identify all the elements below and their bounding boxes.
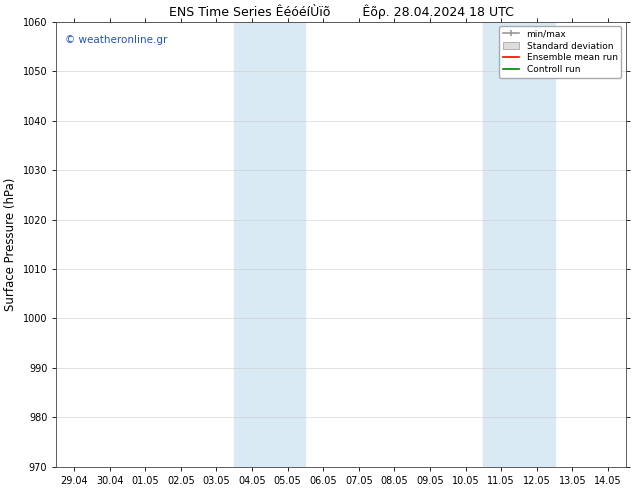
Bar	[483, 22, 555, 467]
Title: ENS Time Series ÊéóéíÙïõ        Êõρ. 28.04.2024 18 UTC: ENS Time Series ÊéóéíÙïõ Êõρ. 28.04.2024…	[169, 4, 514, 19]
Y-axis label: Surface Pressure (hPa): Surface Pressure (hPa)	[4, 177, 17, 311]
Legend: min/max, Standard deviation, Ensemble mean run, Controll run: min/max, Standard deviation, Ensemble me…	[500, 26, 621, 77]
Text: © weatheronline.gr: © weatheronline.gr	[65, 35, 167, 45]
Bar	[235, 22, 306, 467]
